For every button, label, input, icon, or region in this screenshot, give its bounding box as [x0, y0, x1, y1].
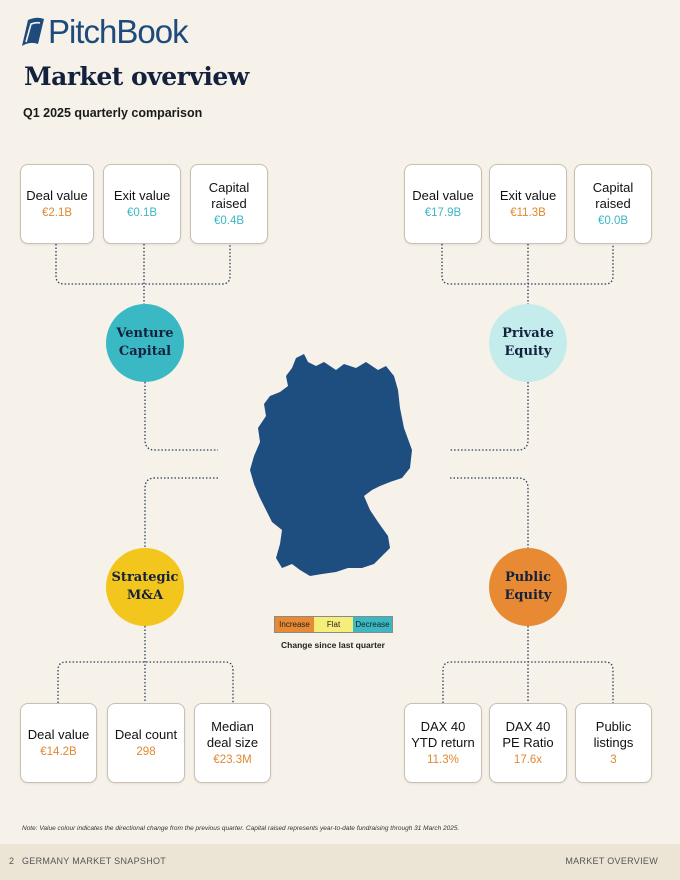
- public-equity-circle: Public Equity: [489, 548, 567, 626]
- card-value: 3: [610, 753, 617, 766]
- circle-label-line1: Strategic: [111, 570, 179, 585]
- public-listings-card: Public listings 3: [575, 703, 652, 783]
- pe-exit-value-card: Exit value €11.3B: [489, 164, 567, 244]
- pe-deal-value-card: Deal value €17.9B: [404, 164, 482, 244]
- circle-label-line1: Public: [504, 570, 552, 585]
- page-title: Market overview: [24, 62, 249, 91]
- card-label: Public listings: [593, 718, 634, 750]
- card-value: €0.0B: [597, 214, 629, 227]
- page-footer: 2 GERMANY MARKET SNAPSHOT MARKET OVERVIE…: [0, 844, 680, 880]
- vc-capital-raised-card: Capital raised €0.4B: [190, 164, 268, 244]
- card-label: Exit value: [113, 187, 171, 203]
- brand-name: PitchBook: [48, 13, 189, 50]
- document-title: GERMANY MARKET SNAPSHOT: [22, 856, 167, 866]
- circle-label-line1: Private: [502, 326, 554, 341]
- card-label: Exit value: [499, 187, 557, 203]
- card-label: DAX 40 PE Ratio: [502, 718, 554, 750]
- card-label: Median deal size: [206, 718, 259, 750]
- card-label: Deal value: [412, 187, 474, 203]
- dax-pe-ratio-card: DAX 40 PE Ratio 17.6x: [489, 703, 567, 783]
- card-value: 11.3%: [427, 753, 459, 766]
- ma-median-deal-size-card: Median deal size €23.3M: [194, 703, 271, 783]
- card-value: 298: [136, 745, 156, 758]
- strategic-ma-circle: Strategic M&A: [106, 548, 184, 626]
- card-value: €14.2B: [40, 745, 77, 758]
- circle-label-line2: Equity: [504, 344, 552, 359]
- footnote: Note: Value colour indicates the directi…: [22, 825, 460, 832]
- card-value: €23.3M: [213, 753, 252, 766]
- card-label: Capital raised: [208, 179, 250, 211]
- ma-deal-value-card: Deal value €14.2B: [20, 703, 97, 783]
- card-label: Deal count: [114, 726, 178, 742]
- dax-ytd-return-card: DAX 40 YTD return 11.3%: [404, 703, 482, 783]
- page-subtitle: Q1 2025 quarterly comparison: [23, 106, 203, 120]
- card-value: 17.6x: [513, 753, 543, 766]
- page-number: 2: [9, 856, 15, 866]
- circle-label-line1: Venture: [116, 326, 174, 341]
- change-legend: Increase Flat Decrease: [274, 616, 393, 633]
- circle-label-line2: M&A: [126, 588, 164, 603]
- legend-increase: Increase: [275, 617, 314, 632]
- card-value: €0.1B: [126, 206, 158, 219]
- germany-outline: [250, 354, 412, 576]
- pe-capital-raised-card: Capital raised €0.0B: [574, 164, 652, 244]
- vc-deal-value-card: Deal value €2.1B: [20, 164, 94, 244]
- vc-exit-value-card: Exit value €0.1B: [103, 164, 181, 244]
- section-title: MARKET OVERVIEW: [565, 856, 658, 866]
- card-label: Deal value: [26, 187, 88, 203]
- card-label: Capital raised: [592, 179, 634, 211]
- card-value: €17.9B: [424, 206, 462, 219]
- legend-caption: Change since last quarter: [281, 640, 385, 650]
- pitchbook-logo: PitchBook: [19, 13, 189, 50]
- private-equity-circle: Private Equity: [489, 304, 567, 382]
- venture-capital-circle: Venture Capital: [106, 304, 184, 382]
- card-value: €0.4B: [213, 214, 245, 227]
- card-value: €2.1B: [41, 206, 73, 219]
- card-label: DAX 40 YTD return: [411, 718, 475, 750]
- circle-label-line2: Equity: [504, 588, 552, 603]
- legend-decrease: Decrease: [353, 617, 392, 632]
- circle-label-line2: Capital: [118, 344, 172, 359]
- ma-deal-count-card: Deal count 298: [107, 703, 185, 783]
- card-label: Deal value: [27, 726, 90, 742]
- pitchbook-logo-icon: [22, 17, 44, 46]
- germany-map: [250, 354, 412, 576]
- legend-flat: Flat: [314, 617, 353, 632]
- card-value: €11.3B: [510, 206, 546, 219]
